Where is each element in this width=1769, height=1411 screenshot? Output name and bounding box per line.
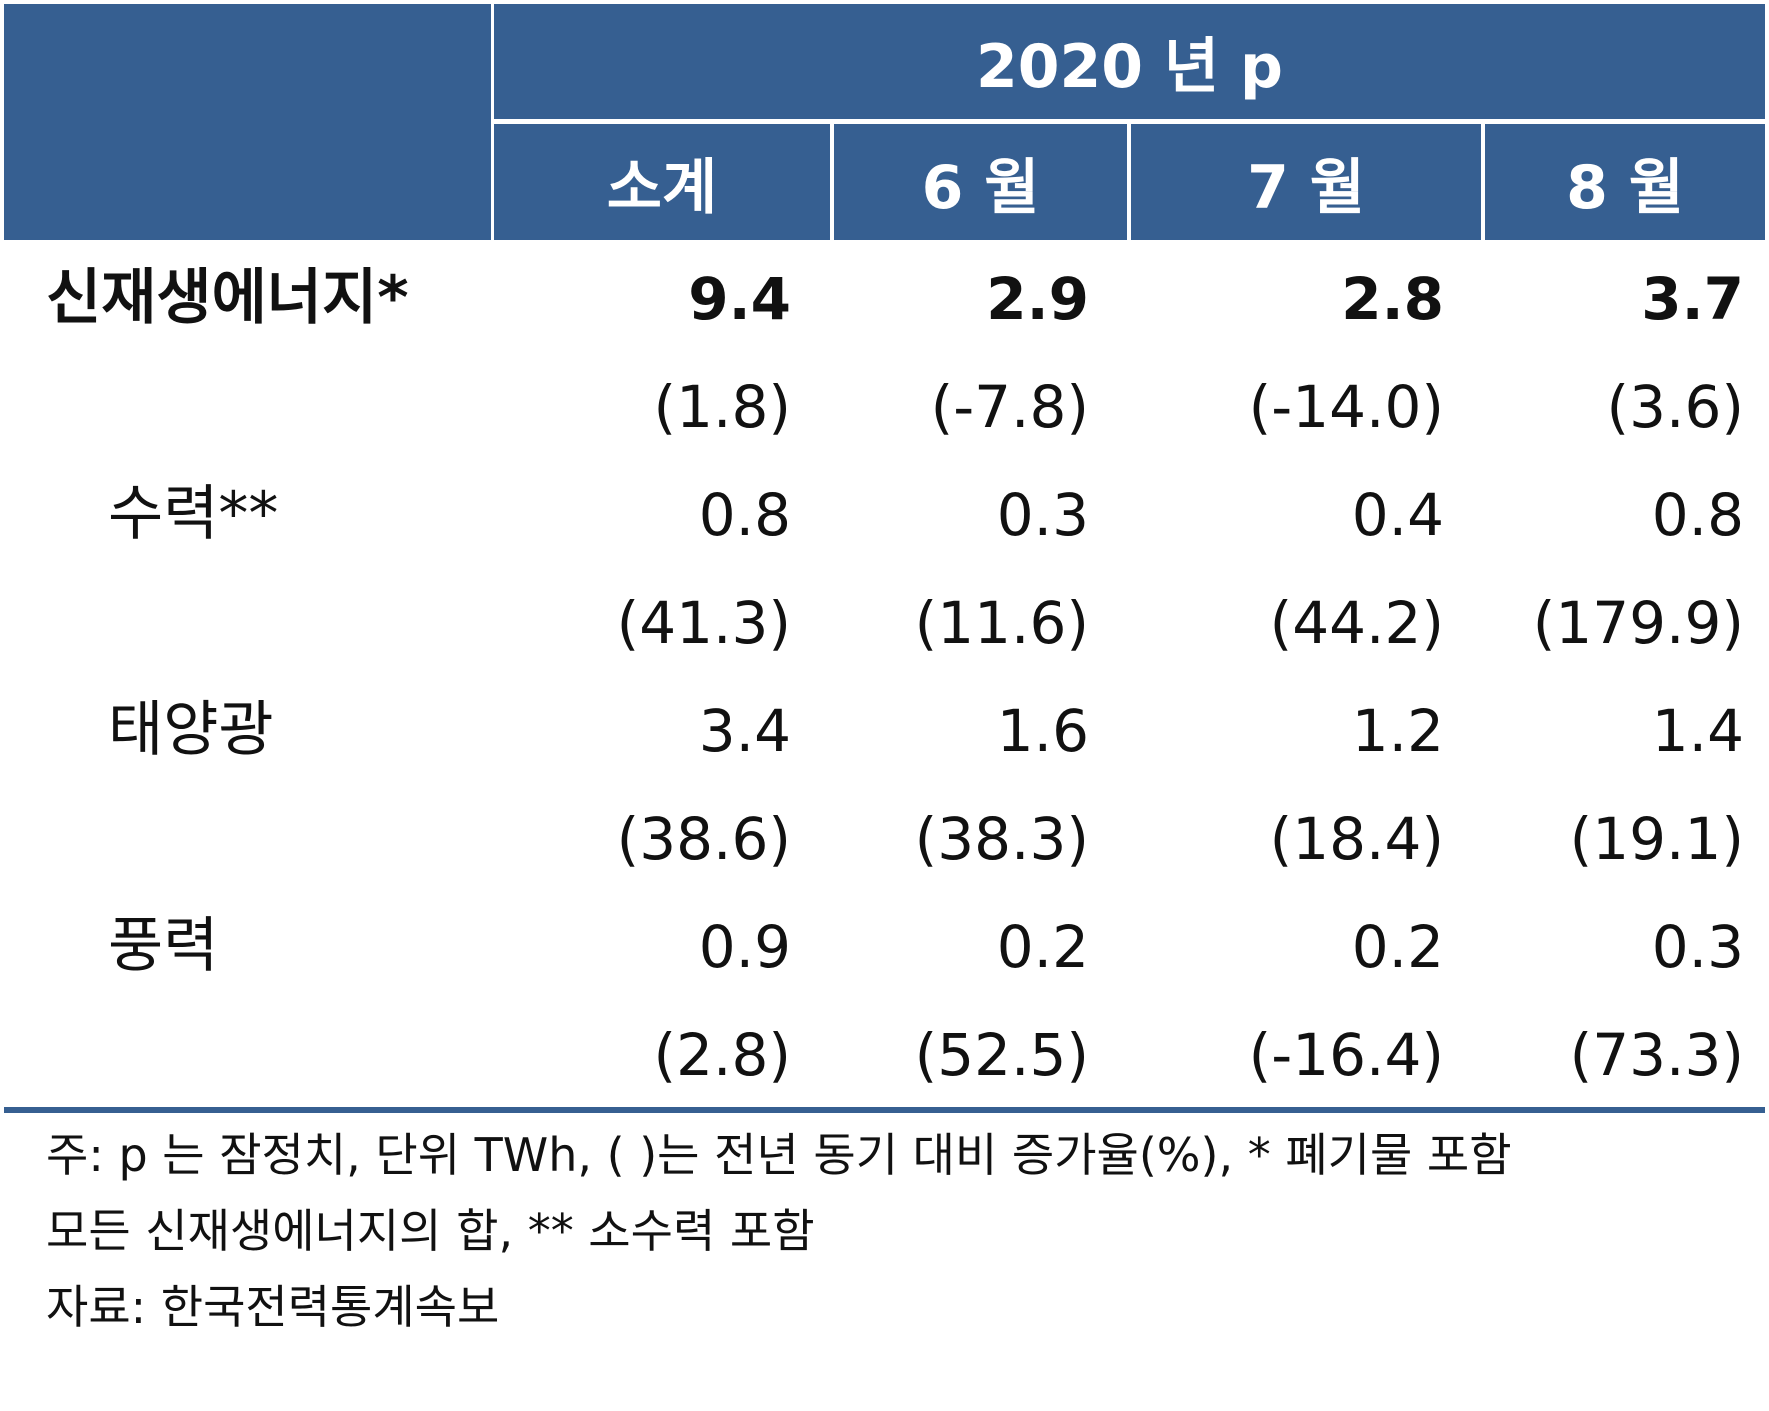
growth-wind-subtotal: (2.8) [653, 1021, 792, 1089]
header-col-subtotal: 소계 [494, 124, 830, 240]
growth-solar-june: (38.3) [914, 805, 1089, 873]
cell-renewables-subtotal: 9.4 [688, 265, 791, 333]
footnote-line-2: 모든 신재생에너지의 합, ** 소수력 포함 [46, 1204, 815, 1258]
header-col-august: 8 월 [1485, 124, 1765, 240]
growth-wind-july: (-16.4) [1248, 1021, 1444, 1089]
cell-hydro-july: 0.4 [1351, 481, 1444, 549]
header-corner [4, 4, 491, 240]
growth-hydro-subtotal: (41.3) [616, 589, 791, 657]
growth-renewables-july: (-14.0) [1248, 373, 1444, 441]
growth-renewables-august: (3.6) [1606, 373, 1745, 441]
row-label-renewables: 신재생에너지* [46, 263, 409, 333]
cell-wind-subtotal: 0.9 [698, 913, 791, 981]
growth-solar-august: (19.1) [1569, 805, 1744, 873]
cell-wind-july: 0.2 [1351, 913, 1444, 981]
cell-wind-august: 0.3 [1651, 913, 1744, 981]
cell-hydro-subtotal: 0.8 [698, 481, 791, 549]
growth-hydro-june: (11.6) [914, 589, 1089, 657]
cell-solar-august: 1.4 [1651, 697, 1744, 765]
cell-solar-june: 1.6 [996, 697, 1089, 765]
growth-hydro-july: (44.2) [1269, 589, 1444, 657]
growth-hydro-august: (179.9) [1532, 589, 1744, 657]
cell-solar-subtotal: 3.4 [698, 697, 791, 765]
growth-renewables-subtotal: (1.8) [653, 373, 792, 441]
header-col-july: 7 월 [1131, 124, 1481, 240]
header-col-june: 6 월 [834, 124, 1127, 240]
cell-renewables-june: 2.9 [986, 265, 1089, 333]
cell-wind-june: 0.2 [996, 913, 1089, 981]
table-bottom-rule [4, 1107, 1765, 1113]
row-label-wind: 풍력 [108, 911, 219, 981]
header-year: 2020 년 p [494, 4, 1765, 119]
growth-renewables-june: (-7.8) [930, 373, 1089, 441]
growth-wind-june: (52.5) [914, 1021, 1089, 1089]
cell-solar-july: 1.2 [1351, 697, 1444, 765]
growth-solar-july: (18.4) [1269, 805, 1444, 873]
cell-hydro-june: 0.3 [996, 481, 1089, 549]
growth-wind-august: (73.3) [1569, 1021, 1744, 1089]
cell-renewables-july: 2.8 [1341, 265, 1444, 333]
row-label-solar: 태양광 [108, 695, 274, 765]
footnote-line-1: 주: p 는 잠정치, 단위 TWh, ( )는 전년 동기 대비 증가율(%)… [46, 1128, 1512, 1182]
row-label-hydro: 수력** [108, 479, 279, 549]
cell-renewables-august: 3.7 [1641, 265, 1744, 333]
growth-solar-subtotal: (38.6) [616, 805, 791, 873]
cell-hydro-august: 0.8 [1651, 481, 1744, 549]
source-note: 자료: 한국전력통계속보 [46, 1280, 500, 1334]
